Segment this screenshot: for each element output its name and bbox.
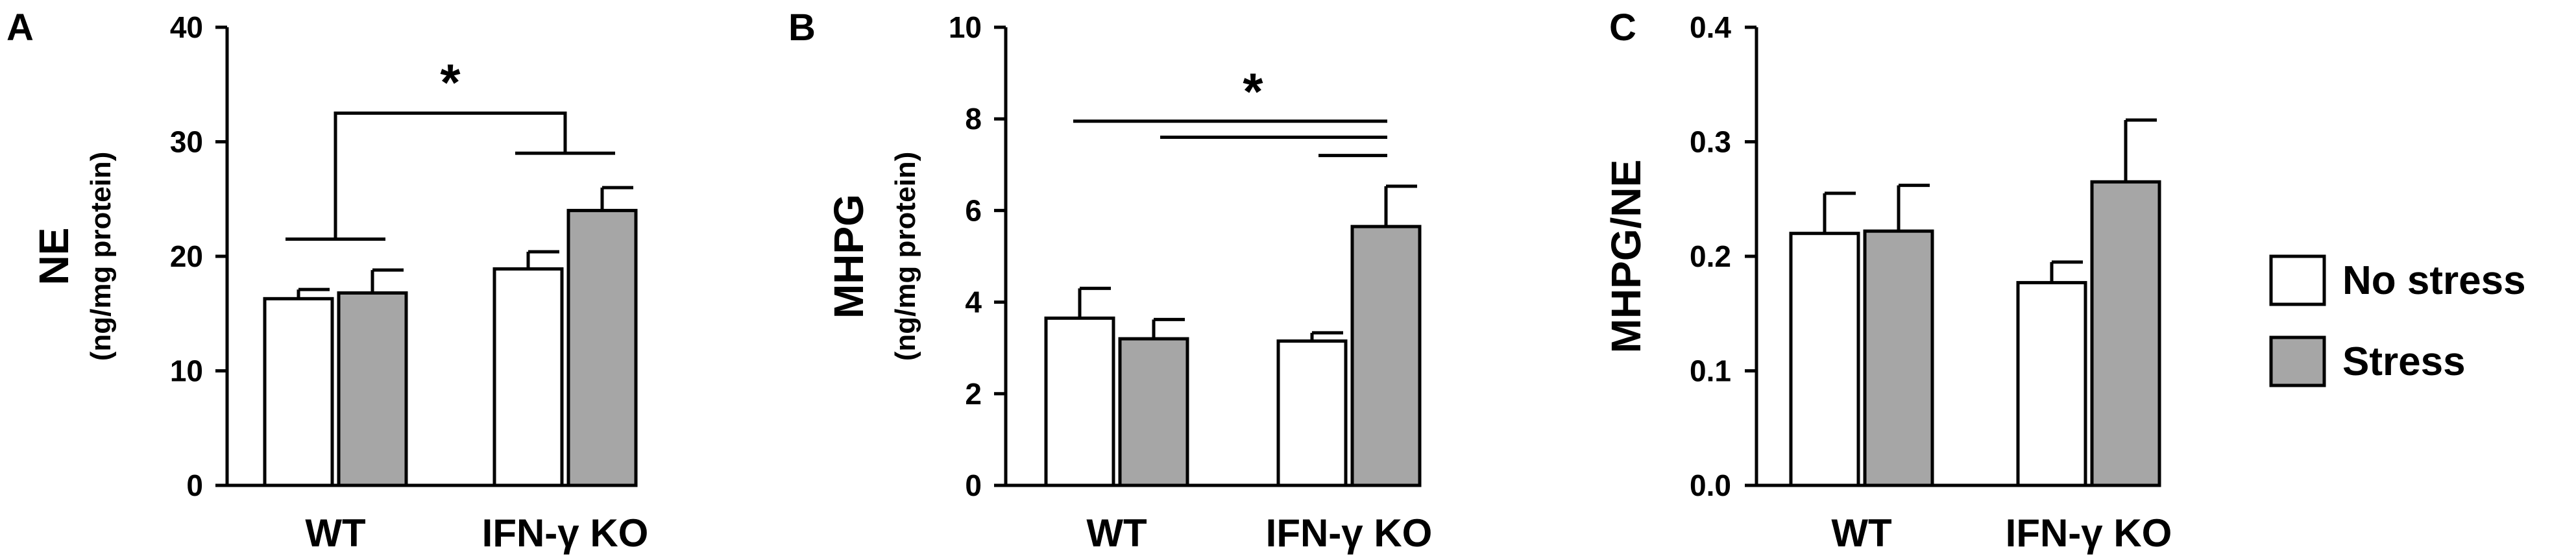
y-tick-label: 0.1: [1690, 354, 1731, 388]
panel-letter: A: [6, 6, 34, 49]
legend: No stress Stress: [2269, 254, 2526, 387]
bar-no-stress-ifn-ko: [492, 267, 564, 487]
x-category-label: IFN-γ KO: [1266, 511, 1433, 555]
significance-star: *: [440, 53, 461, 111]
panel-a: A 0 10 20 30 40 NE (ng/mg protein) WT IFN-γ KO *: [6, 6, 648, 555]
y-axis-sublabel: (ng/mg protein): [890, 152, 921, 361]
bar-stress-ifn-ko: [2090, 180, 2161, 487]
x-category-label: WT: [1086, 511, 1147, 555]
y-tick-label: 0: [186, 469, 203, 502]
bar-stress-ifn-ko: [1350, 225, 1422, 487]
bar-stress-ifn-ko: [566, 208, 638, 487]
significance-bracket: [334, 111, 567, 239]
x-category-label: IFN-γ KO: [2006, 511, 2172, 555]
legend-label: No stress: [2342, 258, 2526, 303]
legend-swatch-stress: [2269, 335, 2326, 387]
y-tick-label: 40: [170, 10, 203, 44]
y-axis-label: MHPG/NE: [1603, 160, 1649, 354]
y-tick-label: 0: [965, 469, 982, 502]
x-category-label: WT: [1831, 511, 1891, 555]
x-category-label: IFN-γ KO: [482, 511, 649, 555]
bar-no-stress-ifn-ko: [1276, 339, 1348, 487]
y-tick-label: 8: [965, 102, 982, 136]
legend-swatch-no-stress: [2269, 254, 2326, 306]
y-tick-label: 20: [170, 239, 203, 273]
significance-star: *: [1243, 63, 1263, 121]
panel-letter: C: [1609, 6, 1636, 49]
y-tick-label: 6: [965, 193, 982, 227]
y-axis-label: MHPG: [825, 194, 872, 319]
panel-c: C 0.0 0.1 0.2 0.3 0.4 MHPG/NE WT IFN-γ KO: [1603, 6, 2172, 555]
bar-no-stress-wt: [1789, 232, 1860, 487]
y-tick-label: 2: [965, 377, 982, 411]
y-tick-label: 0.2: [1690, 239, 1731, 273]
y-tick-label: 30: [170, 125, 203, 159]
bar-stress-wt: [1118, 337, 1189, 487]
y-tick-label: 0.4: [1690, 10, 1731, 44]
bar-stress-wt: [337, 291, 408, 487]
bar-no-stress-wt: [263, 297, 334, 487]
bar-no-stress-ifn-ko: [2016, 281, 2087, 487]
y-axis-label: NE: [30, 228, 77, 286]
y-tick-label: 0.0: [1690, 469, 1731, 502]
panel-letter: B: [788, 6, 816, 49]
y-tick-label: 10: [949, 10, 982, 44]
y-axis-sublabel: (ng/mg protein): [85, 152, 117, 361]
bar-no-stress-wt: [1044, 316, 1115, 487]
y-tick-label: 10: [170, 354, 203, 388]
y-tick-label: 0.3: [1690, 125, 1731, 159]
y-tick-label: 4: [965, 286, 982, 319]
panel-b: B 0 2 4 6 8 10 MHPG (ng/mg protein) WT IFN-γ KO *: [788, 6, 1432, 555]
bar-stress-wt: [1863, 229, 1934, 487]
legend-label: Stress: [2342, 339, 2466, 384]
x-category-label: WT: [305, 511, 365, 555]
